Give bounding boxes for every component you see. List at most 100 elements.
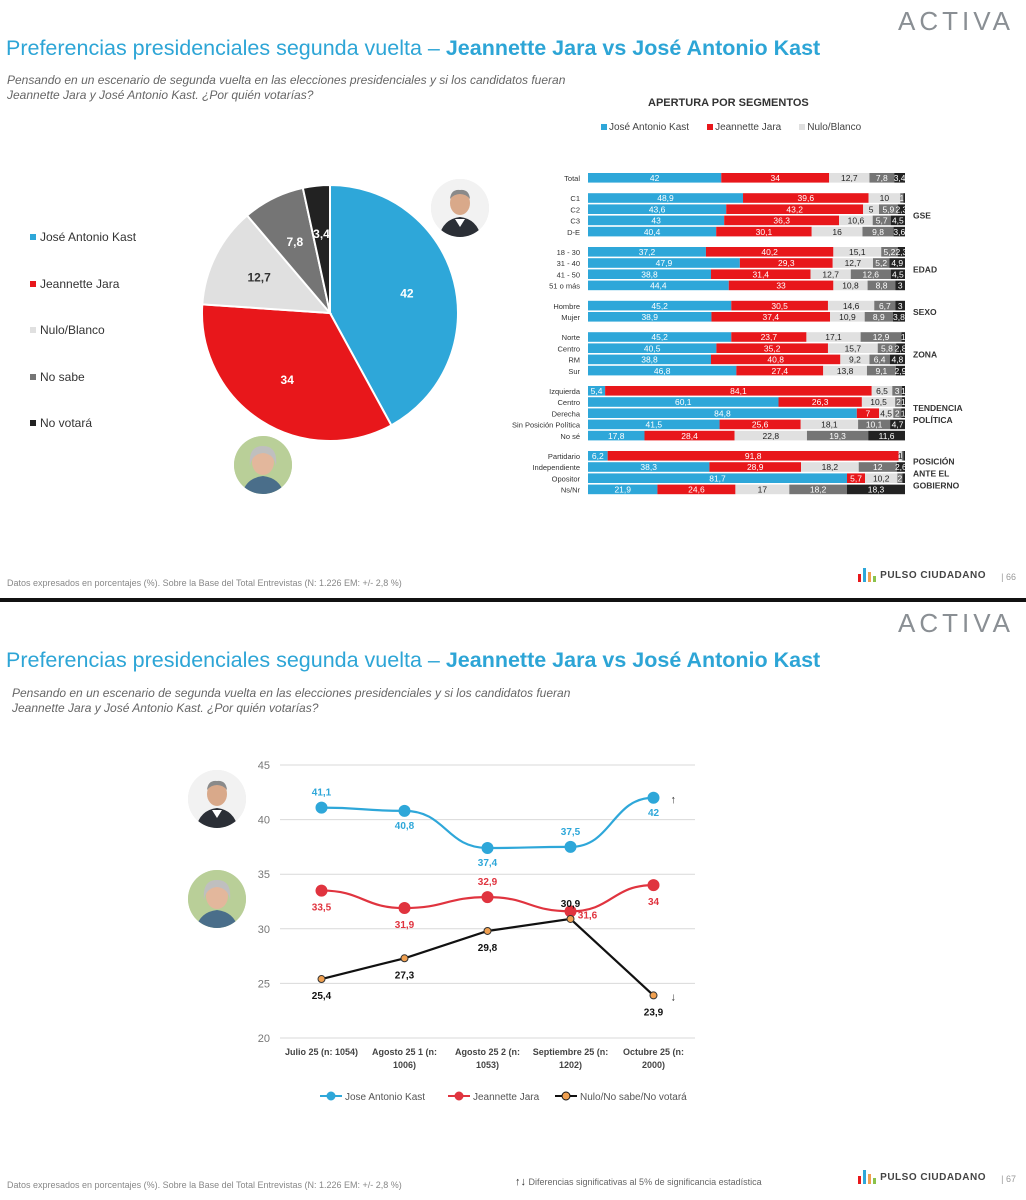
- series-point: [481, 891, 494, 904]
- series-point: [647, 879, 660, 892]
- segment-bar-value: 29,3: [778, 258, 795, 268]
- segment-bar-value: 5,2: [875, 258, 887, 268]
- segment-bar-value: 12,7: [822, 269, 839, 279]
- slide-divider: [0, 598, 1026, 602]
- series-data-label: 31,6: [578, 910, 598, 921]
- segment-bar-value: 39,6: [798, 193, 815, 203]
- segment-bar-jara: [846, 473, 866, 483]
- series-data-label: 34: [648, 897, 660, 908]
- segment-bar-jara: [739, 258, 833, 268]
- pie-slice: [301, 183, 331, 314]
- segment-bar-value: 5,4: [591, 386, 603, 396]
- segment-bar-value: 30,5: [771, 301, 788, 311]
- segment-bar-value: 2,6: [895, 462, 907, 472]
- pie-slice-label: 7,8: [286, 235, 303, 249]
- segment-bar-value: 12,7: [841, 173, 858, 183]
- pie-legend-item: Nulo/Blanco: [30, 323, 136, 370]
- significance-text: Diferencias significativas al 5% de sign…: [528, 1177, 762, 1187]
- segment-row-label: Derecha: [552, 409, 581, 418]
- x-tick-label: Agosto 25 1 (n:: [372, 1047, 437, 1057]
- segment-bar-value: 36,3: [773, 216, 790, 226]
- segment-bar-value: 3,4: [894, 173, 906, 183]
- series-point: [483, 926, 492, 935]
- segment-bar-value: 35,2: [764, 343, 781, 353]
- segment-bar-value: 48,9: [657, 193, 674, 203]
- segment-bar-value: 45,2: [651, 301, 668, 311]
- segment-bar-kast: [588, 204, 727, 214]
- segment-bar-value: 12,6: [862, 269, 879, 279]
- title-bold: Jeannette Jara vs José Antonio Kast: [445, 36, 821, 60]
- segment-bar-novota: [897, 204, 905, 214]
- pie-slice-label: 12,7: [247, 270, 271, 284]
- segment-bar-value: 40,2: [761, 247, 778, 257]
- pie-legend: José Antonio Kast Jeannette Jara Nulo/Blan…: [30, 230, 136, 463]
- legend-swatch: [30, 234, 36, 240]
- segment-bar-value: 38,3: [640, 462, 657, 472]
- segment-bar-jara: [856, 408, 880, 418]
- segment-group-label: POLÍTICA: [913, 415, 953, 425]
- segment-bar-nulo: [898, 451, 902, 461]
- legend-label: No sabe: [40, 369, 85, 384]
- segment-bar-novota: [901, 386, 905, 396]
- title-bold: Jeannette Jara vs José Antonio Kast: [445, 648, 821, 672]
- segment-bar-nulo: [861, 397, 896, 407]
- segment-bar-novota: [894, 173, 905, 183]
- segment-bar-value: 43,6: [649, 204, 666, 214]
- legend-marker-swatch: [561, 1091, 571, 1101]
- legend-swatch: [799, 124, 806, 130]
- segment-bar-value: 42: [650, 173, 660, 183]
- segment-bar-novota: [901, 332, 905, 342]
- segment-bar-nulo: [827, 300, 875, 311]
- segment-row-label: Total: [564, 174, 580, 183]
- segment-bar-novota: [889, 258, 905, 268]
- pie-slice: [201, 303, 393, 442]
- segment-bar-nosabe: [872, 215, 891, 226]
- segment-bar-value: 9,1: [875, 366, 887, 376]
- series-data-label: 27,3: [395, 970, 415, 981]
- pie-legend-item: No sabe: [30, 370, 136, 417]
- segment-bar-nulo: [810, 269, 851, 279]
- pie-slice: [329, 183, 459, 427]
- segments-title: APERTURA POR SEGMENTOS: [648, 97, 809, 109]
- x-tick-label: Octubre 25 (n:: [623, 1047, 684, 1057]
- segment-bar-jara: [778, 397, 862, 407]
- segment-bar-nosabe: [892, 386, 902, 396]
- segment-bar-value: 15,1: [849, 247, 866, 257]
- segment-bar-value: 28,4: [681, 431, 698, 441]
- segment-row-label: C3: [570, 217, 580, 226]
- pie-slice-label: 42: [400, 286, 414, 300]
- segment-bar-jara: [709, 462, 802, 472]
- segment-bar-value: 7: [866, 408, 871, 418]
- segment-bar-kast: [588, 269, 711, 279]
- series-data-label: 31,9: [395, 920, 415, 931]
- segment-bar-nosabe: [806, 430, 869, 441]
- segment-bar-nosabe: [860, 332, 902, 342]
- segment-bar-nulo: [840, 354, 870, 365]
- segment-bar-kast: [588, 408, 857, 418]
- segment-bar-nosabe: [789, 484, 847, 495]
- segment-bar-value: 5,7: [876, 216, 888, 226]
- series-data-label: 41,1: [312, 788, 332, 799]
- segment-bar-value: 4,9: [891, 258, 903, 268]
- jara-photo: [188, 870, 246, 928]
- segment-bar-kast: [588, 473, 847, 483]
- segment-bar-novota: [903, 451, 905, 461]
- segment-bar-novota: [896, 462, 905, 472]
- series-data-label: 25,4: [312, 991, 332, 1002]
- significance-note: ↑↓ Diferencias significativas al 5% de s…: [515, 1176, 762, 1188]
- segment-bar-jara: [719, 419, 801, 430]
- y-tick-label: 40: [258, 815, 270, 827]
- segment-bar-nosabe: [893, 408, 902, 418]
- y-tick-label: 45: [258, 760, 270, 772]
- segment-bar-value: 37,2: [639, 247, 656, 257]
- segment-bar-kast: [588, 462, 710, 472]
- segment-bar-value: 10: [880, 193, 890, 203]
- segment-bar-nosabe: [901, 451, 904, 461]
- pie-slice: [201, 214, 333, 315]
- logo-bars-icon: [858, 1170, 877, 1184]
- segment-bar-jara: [731, 300, 828, 311]
- legend-label: Jeannette Jara: [715, 122, 782, 133]
- segment-bar-value: 25,6: [752, 420, 769, 430]
- segments-legend: José Antonio Kast Jeannette Jara Nulo/Blan…: [601, 122, 879, 133]
- series-point: [398, 902, 411, 915]
